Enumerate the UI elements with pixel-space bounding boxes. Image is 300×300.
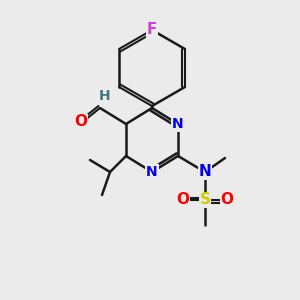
Text: N: N	[199, 164, 212, 179]
Text: N: N	[172, 117, 184, 131]
Text: O: O	[176, 193, 190, 208]
Text: S: S	[200, 193, 211, 208]
Text: O: O	[74, 115, 88, 130]
Text: H: H	[99, 89, 111, 103]
Text: N: N	[146, 165, 158, 179]
Text: O: O	[220, 193, 233, 208]
Text: F: F	[147, 22, 157, 38]
